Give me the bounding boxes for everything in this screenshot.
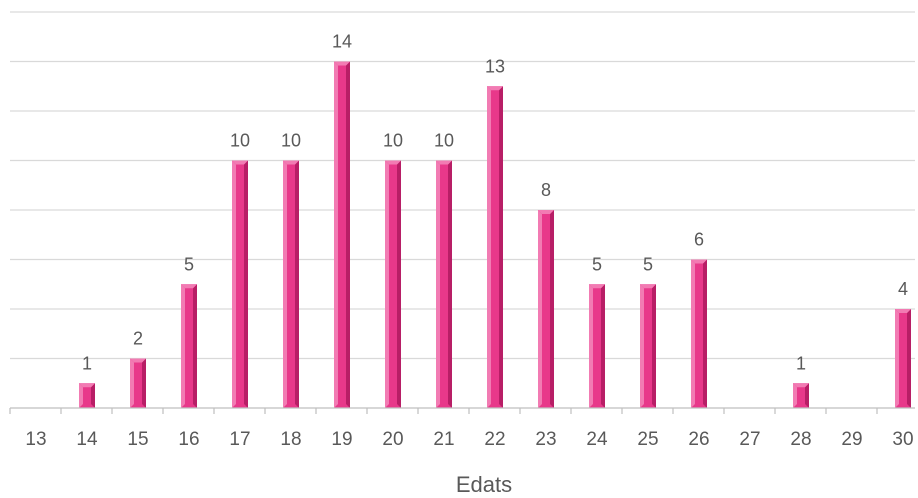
bar — [283, 160, 299, 408]
data-label: 5 — [592, 254, 602, 274]
x-tick-label: 27 — [739, 429, 760, 450]
data-label: 10 — [383, 131, 403, 151]
bar — [385, 160, 401, 408]
data-label: 14 — [332, 32, 352, 52]
bar — [436, 160, 452, 408]
gridlines — [10, 11, 915, 360]
data-label: 4 — [898, 279, 908, 299]
bar — [691, 259, 707, 408]
bars — [79, 61, 911, 408]
x-tick-label: 21 — [433, 429, 454, 450]
data-label: 5 — [184, 254, 194, 274]
bar — [79, 383, 95, 408]
bar — [232, 160, 248, 408]
x-tick-label: 24 — [586, 429, 608, 450]
x-tick-label: 19 — [331, 429, 352, 450]
data-label: 13 — [485, 56, 505, 76]
data-label: 2 — [133, 329, 143, 349]
x-tick-label: 29 — [841, 429, 862, 450]
x-tick-label: 16 — [178, 429, 199, 450]
x-tick-label: 26 — [688, 429, 709, 450]
x-tick-label: 15 — [127, 429, 148, 450]
x-tick-label: 28 — [790, 429, 811, 450]
bar — [181, 284, 197, 408]
data-label: 5 — [643, 254, 653, 274]
x-axis-title: Edats — [456, 472, 512, 497]
x-axis: 13 14 15 16 17 18 19 20 21 22 23 24 25 26 27 28 29 30 — [9, 407, 915, 450]
data-label: 10 — [434, 131, 454, 151]
x-tick-label: 22 — [484, 429, 505, 450]
data-label: 1 — [796, 353, 806, 373]
x-tick-label: 17 — [229, 429, 250, 450]
bar — [895, 309, 911, 408]
data-label: 6 — [694, 230, 704, 250]
bar — [793, 383, 809, 408]
bar — [487, 86, 503, 408]
bar — [640, 284, 656, 408]
x-tick-label: 30 — [892, 429, 913, 450]
bar — [538, 210, 554, 408]
bar — [334, 61, 350, 408]
x-tick-label: 18 — [280, 429, 301, 450]
data-label: 1 — [82, 353, 92, 373]
x-tick-label: 20 — [382, 429, 403, 450]
x-tick-label: 23 — [535, 429, 556, 450]
data-label: 10 — [230, 131, 250, 151]
bar — [589, 284, 605, 408]
data-label: 10 — [281, 131, 301, 151]
x-tick-label: 25 — [637, 429, 658, 450]
x-tick-label: 14 — [76, 429, 98, 450]
data-label: 8 — [541, 180, 551, 200]
bar — [130, 358, 146, 408]
x-tick-label: 13 — [25, 429, 46, 450]
